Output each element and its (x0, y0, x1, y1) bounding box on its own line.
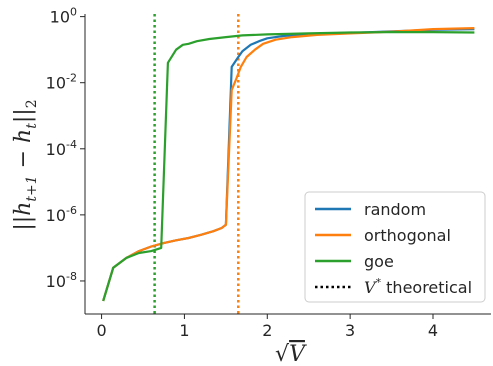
x-tick-label: 1 (179, 321, 189, 340)
legend-label-1: orthogonal (364, 226, 451, 245)
y-tick-label: 10-8 (46, 270, 77, 291)
y-tick-label: 10-2 (46, 72, 77, 93)
x-tick-label: 0 (96, 321, 106, 340)
y-axis-label: ||ht+1 − ht||2 (11, 99, 40, 230)
x-axis-label-sqrt: √ (275, 342, 290, 366)
series-line-goe (102, 31, 475, 302)
series-line-orthogonal (102, 27, 475, 302)
x-tick-label: 2 (262, 321, 272, 340)
axes (84, 14, 491, 315)
y-tick-label: 10-6 (46, 204, 77, 225)
series-lines (102, 27, 475, 302)
x-axis-label: √V (275, 342, 307, 366)
legend-box (304, 191, 486, 303)
legend-label-2: goe (364, 252, 394, 271)
legend: random orthogonal goe V* theoretical (304, 191, 486, 303)
x-tick-label: 3 (345, 321, 355, 340)
legend-label-0: random (364, 200, 426, 219)
x-tick-label: 4 (428, 321, 438, 340)
y-tick-label: 10-4 (46, 138, 77, 159)
y-ticks: 100 10-2 10-4 10-6 10-8 (46, 6, 85, 291)
x-ticks: 0 1 2 3 4 (96, 314, 438, 340)
y-tick-label: 100 (50, 6, 77, 27)
x-axis-label-var: V (289, 342, 307, 366)
reference-lines (153, 14, 240, 314)
legend-label-3: V* theoretical (364, 276, 472, 297)
